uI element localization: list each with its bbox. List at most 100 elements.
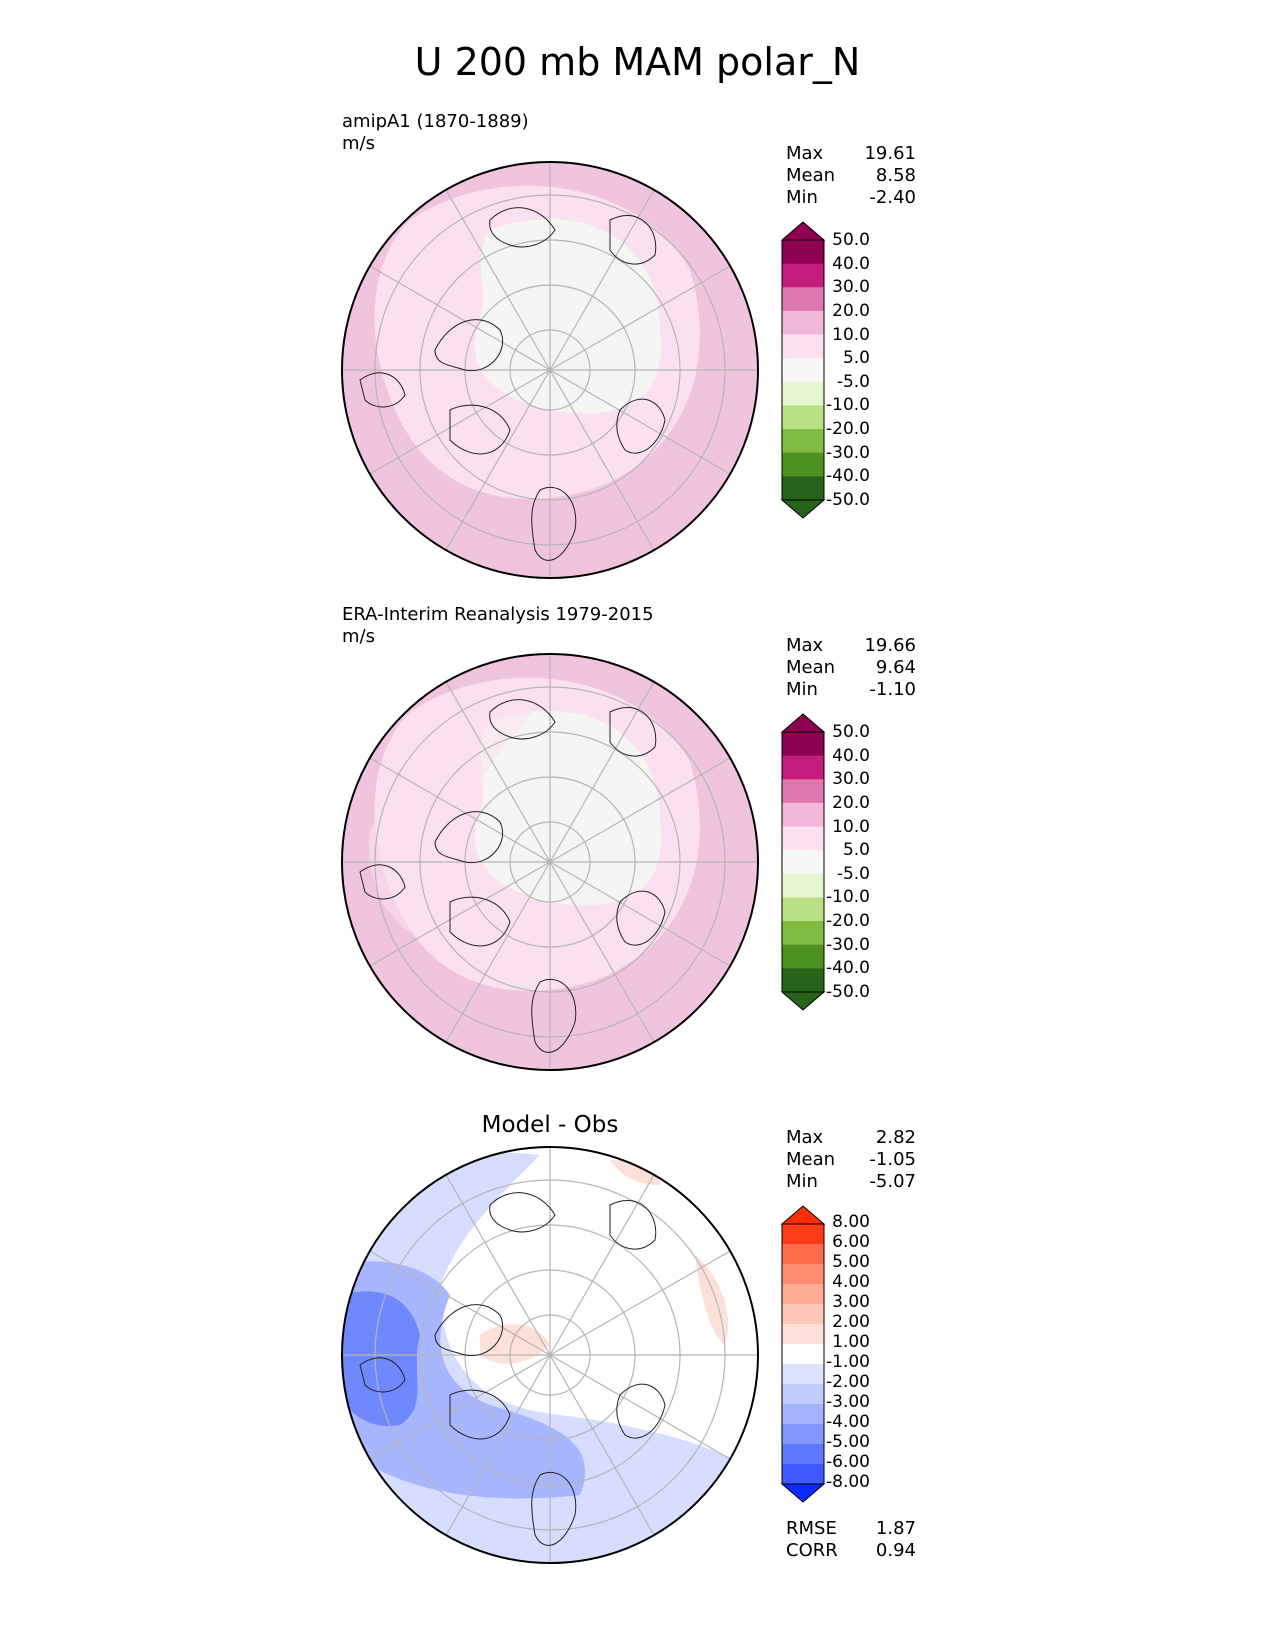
colorbar-tick-label: -5.00 <box>826 1432 870 1452</box>
colorbar-swatch <box>782 850 824 875</box>
mean-label: Mean <box>786 165 836 186</box>
coastline <box>359 864 406 900</box>
meridian-line <box>549 1354 655 1536</box>
colorbar-field-2 <box>780 713 826 1011</box>
colorbar-swatch <box>782 476 824 501</box>
panel-2-title: ERA-Interim Reanalysis 1979-2015 m/s <box>342 604 654 648</box>
colorbar-tick-label: -20.0 <box>826 911 870 932</box>
colorbar-swatch <box>782 381 824 406</box>
max-value: 2.82 <box>875 1127 916 1148</box>
mean-label: Mean <box>786 1149 836 1170</box>
colorbar-frame <box>781 731 825 993</box>
colorbar-bottom-arrow <box>780 991 826 1011</box>
colorbar-tick-label: 10.0 <box>832 816 870 837</box>
colorbar-swatch <box>782 287 824 312</box>
meridian-line <box>369 1250 551 1356</box>
colorbar-swatch <box>782 755 824 780</box>
field-core <box>474 710 662 906</box>
meridian-line <box>369 861 551 967</box>
colorbar-tick-label: -6.00 <box>826 1452 870 1472</box>
colorbar-swatch <box>782 1324 824 1345</box>
coastline <box>489 207 556 248</box>
min-value: -2.40 <box>869 187 916 208</box>
coastline <box>531 978 577 1053</box>
colorbar-tick-label: -50.0 <box>826 982 870 1002</box>
colorbar-swatch <box>782 334 824 359</box>
panel-2-name: ERA-Interim Reanalysis 1979-2015 <box>342 604 654 625</box>
colorbar-swatch <box>782 873 824 898</box>
meridian-line <box>445 1354 551 1536</box>
mean-value: 8.58 <box>875 165 916 186</box>
coastline <box>359 372 406 408</box>
colorbar-tick-label: -5.0 <box>836 863 870 884</box>
coastline <box>531 1471 577 1546</box>
coastline <box>449 1389 511 1440</box>
colorbar-frame <box>781 1223 825 1485</box>
colorbar-swatch <box>782 1264 824 1285</box>
meridian-line <box>369 265 551 371</box>
colorbar-swatch <box>782 358 824 383</box>
colorbar-swatch <box>782 240 824 265</box>
meridian-line <box>549 1250 731 1356</box>
corr-label: CORR <box>786 1540 838 1561</box>
colorbar-swatch <box>782 1464 824 1485</box>
colorbar-swatch <box>782 405 824 430</box>
colorbar-swatch <box>782 1384 824 1405</box>
meridian-line <box>445 681 551 863</box>
meridian-line <box>445 369 551 551</box>
colorbar-tick-label: -50.0 <box>826 490 870 510</box>
colorbar-tick-label: 10.0 <box>832 324 870 345</box>
meridian-line <box>549 1174 655 1356</box>
colorbar-swatch <box>782 921 824 946</box>
min-label: Min <box>786 1171 818 1192</box>
colorbar-swatch <box>782 1344 824 1365</box>
meridian-line <box>549 369 731 475</box>
map-field <box>342 1147 758 1563</box>
colorbar-swatch <box>782 826 824 851</box>
colorbar-swatch <box>782 1444 824 1465</box>
coastline <box>531 486 577 561</box>
meridian-line <box>549 681 655 863</box>
colorbar-tick-label: -40.0 <box>826 466 870 487</box>
mean-label: Mean <box>786 657 836 678</box>
polar-map-obs <box>341 653 759 1071</box>
meridian-line <box>549 861 655 1043</box>
map-border <box>341 653 759 1071</box>
map-border <box>341 161 759 579</box>
coastline <box>489 1192 556 1233</box>
colorbar-top-arrow <box>780 221 826 241</box>
colorbar-tick-label: -1.00 <box>826 1352 870 1372</box>
colorbar-tick-label: 3.00 <box>832 1292 870 1312</box>
mean-value: -1.05 <box>869 1149 916 1170</box>
colorbar-tick-label: 6.00 <box>832 1232 870 1252</box>
field-mid-west <box>369 692 550 932</box>
colorbar-tick-label: -3.00 <box>826 1392 870 1412</box>
colorbar-tick-label: 5.0 <box>842 348 870 369</box>
colorbar-tick-label: -30.0 <box>826 442 870 463</box>
min-value: -1.10 <box>869 679 916 700</box>
min-label: Min <box>786 187 818 208</box>
colorbar-tick-label: -5.0 <box>836 371 870 392</box>
colorbar-top-arrow <box>780 1205 826 1225</box>
max-value: 19.66 <box>864 635 916 656</box>
colorbar-tick-label: 50.0 <box>832 722 870 742</box>
colorbar-bottom-arrow <box>780 499 826 519</box>
coastline <box>359 1357 406 1393</box>
colorbar-swatch <box>782 1284 824 1305</box>
meridian-line <box>549 861 731 967</box>
coastline <box>434 811 503 864</box>
polar-map-diff <box>341 1146 759 1564</box>
colorbar-tick-label: 30.0 <box>832 277 870 298</box>
field-core <box>474 218 662 414</box>
meridian-line <box>369 369 551 475</box>
panel-1-name: amipA1 (1870-1889) <box>342 111 529 132</box>
figure-title: U 200 mb MAM polar_N <box>414 40 861 84</box>
colorbar-swatch <box>782 968 824 993</box>
colorbar-tick-label: 2.00 <box>832 1312 870 1332</box>
colorbar-tick-label: -10.0 <box>826 887 870 908</box>
coastline <box>616 1383 666 1439</box>
coastline <box>609 706 657 757</box>
colorbar-diff <box>780 1205 826 1503</box>
panel-2-units: m/s <box>342 626 375 647</box>
colorbar-tick-label: 5.0 <box>842 840 870 861</box>
